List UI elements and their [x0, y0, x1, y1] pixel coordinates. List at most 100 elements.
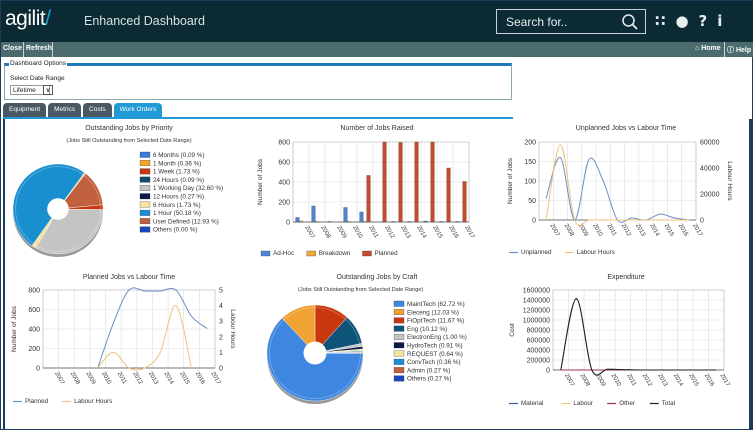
y2-tick-label: 3 — [219, 319, 223, 326]
legend-label: REQUEST (0.64 %) — [407, 351, 463, 358]
logo[interactable]: agilit/ — [5, 7, 51, 30]
logo-text: agilit — [5, 7, 46, 30]
search-icon[interactable] — [621, 13, 639, 31]
line-labour-hours — [97, 305, 193, 371]
legend-label: Total — [662, 400, 675, 407]
x-tick-label: 2009 — [335, 225, 347, 240]
y-tick-label: 400 — [28, 327, 40, 334]
tab-costs[interactable]: Costs — [83, 103, 112, 117]
bar-ad-hoc — [423, 220, 428, 223]
x-tick-label: 2012 — [383, 225, 395, 240]
y2-axis-label: Labour Hours — [229, 309, 236, 349]
x-tick-label: 2016 — [194, 371, 206, 386]
legend-label: Others (0.27 %) — [407, 376, 451, 383]
close-button[interactable]: Close — [3, 45, 23, 52]
y2-tick-label: 5 — [219, 288, 223, 295]
info-icon[interactable]: i — [717, 12, 723, 30]
tab-metrics[interactable]: Metrics — [48, 103, 82, 117]
pie-hole — [303, 341, 327, 365]
x-tick-label: 2016 — [703, 373, 715, 388]
x-tick-label: 2017 — [718, 373, 730, 388]
date-range-select[interactable]: Lifetime — [10, 85, 50, 95]
chart-svg: MaintTech (62.72 %)Eleceng (12.03 %) FiOp… — [266, 300, 467, 404]
options-legend: Dashboard Options — [9, 60, 68, 67]
tab-work-orders[interactable]: Work Orders — [113, 103, 163, 117]
bar-ad-hoc — [439, 221, 444, 223]
line-planned — [97, 287, 208, 369]
legend-label: Unplanned — [521, 249, 552, 256]
pie-hole — [47, 198, 69, 220]
home-button[interactable]: ⌂ Home — [695, 45, 721, 52]
bar-ad-hoc — [343, 207, 348, 223]
craft-pie-panel: Outstanding Jobs by Craft (Jobs Still Ou… — [253, 266, 501, 426]
y2-tick-label: 0 — [700, 218, 704, 225]
x-tick-label: 2010 — [100, 371, 112, 386]
legend-label: HydroTech (0.91 %) — [407, 343, 463, 350]
legend-label: 6 Months (0.09 %) — [153, 152, 204, 159]
help-button[interactable]: ⓘ Help — [727, 47, 752, 54]
x-tick-label: 2009 — [84, 371, 96, 386]
x-tick-label: 2010 — [610, 373, 622, 388]
legend-swatch — [393, 350, 405, 357]
x-tick-label: 2016 — [677, 223, 689, 238]
chart-title: Planned Jobs vs Labour Time — [82, 274, 176, 281]
x-tick-label: 2011 — [367, 225, 379, 240]
y-tick-label: 200 — [524, 140, 536, 147]
y2-tick-label: 1 — [219, 350, 223, 357]
bar-breakdown — [363, 221, 367, 223]
x-tick-label: 2016 — [447, 225, 459, 240]
y-tick-label: 600 — [28, 307, 40, 314]
legend-swatch — [139, 176, 151, 183]
x-tick-label: 2010 — [591, 223, 603, 238]
x-tick-label: 2007 — [53, 371, 65, 386]
x-tick-label: 2014 — [672, 373, 684, 388]
globe-icon[interactable]: ● — [675, 12, 689, 30]
chevron-down-icon[interactable]: ∨ — [43, 85, 53, 95]
legend-swatch — [393, 300, 405, 307]
legend-swatch — [393, 342, 405, 349]
dashboard-content: Outstanding Jobs by Priority (Jobs Still… — [3, 119, 752, 429]
legend-label: 12 Hours (0.27 %) — [153, 194, 204, 201]
y-tick-label: 1600000 — [523, 288, 550, 295]
x-tick-label: 2008 — [319, 225, 331, 240]
bar-ad-hoc — [327, 221, 332, 223]
legend-label: 1 Hour (50.18 %) — [153, 210, 201, 217]
legend-label: Eleceng (12.03 %) — [407, 309, 459, 316]
legend-label: Eng (10.12 %) — [407, 326, 447, 333]
unplanned-panel: Unplanned Jobs vs Labour Time 0 50 100 150 2… — [501, 119, 751, 266]
help-icon[interactable]: ? — [698, 12, 708, 30]
y-tick-label: 100 — [524, 179, 536, 186]
rss-icon[interactable]: ∷ — [655, 12, 666, 30]
x-tick-label: 2015 — [431, 225, 443, 240]
y-tick-label: 600000 — [527, 338, 550, 345]
x-tick-label: 2015 — [663, 223, 675, 238]
planned-panel: Planned Jobs vs Labour Time 0 200 400 600 80… — [5, 266, 253, 426]
y-tick-label: 400000 — [527, 348, 550, 355]
bar-ad-hoc — [391, 221, 396, 223]
chart-title: Outstanding Jobs by Craft — [336, 274, 418, 281]
tab-equipment[interactable]: Equipment — [3, 103, 47, 117]
legend-label: Planned — [375, 250, 399, 257]
y-axis-label: Cost — [509, 323, 516, 337]
x-tick-label: 2007 — [303, 225, 315, 240]
legend-label: FiOptTech (11.67 %) — [407, 318, 464, 325]
legend-swatch — [393, 367, 405, 374]
bar-breakdown — [299, 220, 303, 223]
y2-tick-label: 2 — [219, 334, 223, 341]
y2-tick-label: 20000 — [700, 192, 720, 199]
search-input[interactable]: Search for.. — [496, 9, 646, 34]
x-tick-label: 2012 — [641, 373, 653, 388]
legend-label: 1 Week (1.73 %) — [153, 169, 200, 176]
search-placeholder: Search for.. — [506, 15, 568, 29]
home-label: Home — [701, 45, 721, 52]
x-tick-label: 2008 — [579, 373, 591, 388]
pie-slice — [281, 304, 316, 354]
chart-title: Unplanned Jobs vs Labour Time — [575, 125, 677, 132]
pie-highlight — [15, 166, 101, 252]
refresh-button[interactable]: Refresh — [26, 45, 53, 52]
chart-svg: 0 200000 400000 600000 800000 1000000 1200000 1… — [509, 288, 731, 407]
bar-ad-hoc — [455, 221, 460, 223]
y-tick-label: 1400000 — [523, 298, 550, 305]
